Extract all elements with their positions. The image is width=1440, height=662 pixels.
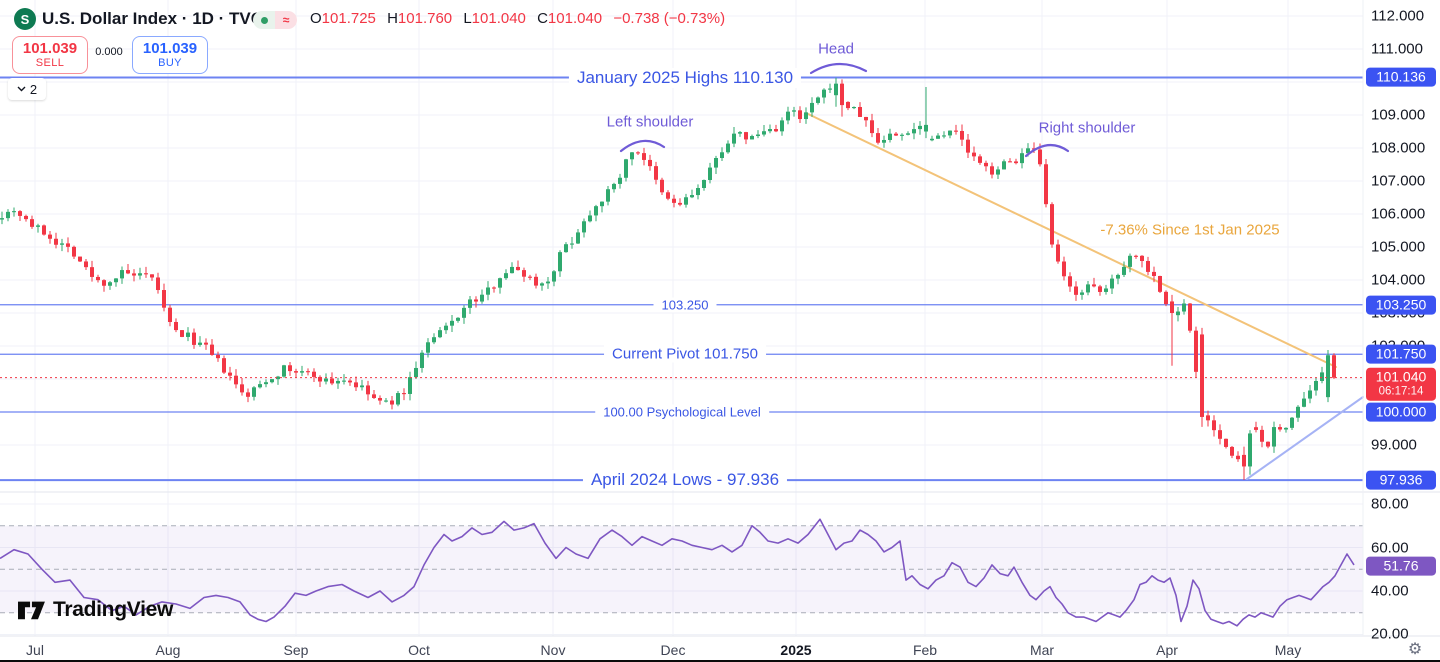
badge-price: 97.936	[1379, 471, 1423, 488]
badge-price: 101.040	[1375, 368, 1427, 385]
price-axis-tick: 20.00	[1371, 625, 1409, 643]
price-axis-tick: 106.000	[1371, 205, 1426, 223]
annotation--7-36-since-1st-jan-2025[interactable]: -7.36% Since 1st Jan 2025	[1100, 221, 1280, 239]
low-label: L	[463, 10, 472, 27]
change-value: −0.738 (−0.73%)	[613, 10, 726, 27]
level-label[interactable]: April 2024 Lows - 97.936	[582, 470, 788, 491]
tradingview-logo-icon	[18, 601, 45, 620]
high-value: 101.760	[397, 10, 453, 27]
chevron-down-icon	[17, 86, 26, 92]
price-axis-badge-97.936: 97.936	[1366, 470, 1436, 490]
price-axis-tick: 80.00	[1371, 495, 1409, 513]
window-bottom-edge	[0, 660, 1440, 662]
symbol-logo-icon: S	[14, 8, 36, 30]
annotation-head[interactable]: Head	[818, 40, 854, 58]
delayed-data-icon: ≈	[275, 11, 297, 29]
timezone-settings-icon[interactable]: ⚙	[1407, 641, 1423, 658]
price-axis-badge-101.040: 101.040 06:17:14	[1366, 367, 1436, 401]
badge-price: 110.136	[1376, 68, 1426, 85]
time-axis-label-Apr: Apr	[1156, 642, 1178, 658]
live-status-icon	[253, 11, 275, 29]
buy-label: BUY	[158, 57, 182, 70]
open-value: 101.725	[321, 10, 376, 27]
price-axis-badge-100.000: 100.000	[1366, 402, 1436, 422]
symbol-title[interactable]: U.S. Dollar Index · 1D · TVC	[42, 9, 264, 28]
time-axis-label-Sep: Sep	[283, 642, 309, 658]
sell-button[interactable]: 101.039 SELL	[12, 36, 88, 74]
sell-label: SELL	[35, 57, 65, 70]
price-axis-tick: 40.00	[1371, 582, 1409, 600]
price-axis-tick: 104.000	[1371, 271, 1426, 289]
price-axis-badge-101.750: 101.750	[1366, 344, 1436, 364]
time-axis-label-Feb: Feb	[912, 642, 938, 658]
annotation-left-shoulder[interactable]: Left shoulder	[606, 113, 694, 131]
price-axis-tick: 107.000	[1371, 172, 1426, 190]
tradingview-watermark: TradingView	[16, 597, 173, 623]
buy-price: 101.039	[142, 40, 198, 58]
badge-price: 101.750	[1375, 345, 1427, 362]
time-axis-label-Jul: Jul	[26, 642, 44, 658]
price-axis-tick: 60.00	[1371, 539, 1409, 557]
sell-price: 101.039	[22, 40, 78, 58]
price-axis-tick: 111.000	[1371, 40, 1423, 58]
price-axis-tick: 109.000	[1371, 106, 1426, 124]
spread-value: 0.000	[95, 46, 123, 58]
tradingview-logo-text: TradingView	[53, 598, 174, 621]
open-label: O	[310, 10, 322, 27]
level-label[interactable]: 103.250	[653, 297, 717, 313]
price-axis-tick: 108.000	[1371, 139, 1426, 157]
ohlc-readout: O101.725 H101.760 L101.040 C101.040 −0.7…	[310, 10, 725, 27]
price-axis-tick: 105.000	[1371, 238, 1426, 256]
price-axis-badge-110.136: 110.136	[1366, 67, 1436, 87]
time-axis-label-Oct: Oct	[408, 642, 430, 658]
time-axis-label-Dec: Dec	[660, 642, 686, 658]
badge-price: 51.76	[1383, 557, 1419, 574]
time-axis-label-2025: 2025	[780, 642, 812, 658]
low-value: 101.040	[471, 10, 526, 27]
time-axis-label-May: May	[1274, 642, 1302, 658]
level-label[interactable]: 100.00 Psychological Level	[595, 404, 769, 420]
market-status-pill: ≈	[253, 11, 297, 29]
buy-button[interactable]: 101.039 BUY	[132, 36, 208, 74]
candles	[0, 77, 1336, 480]
badge-countdown: 06:17:14	[1378, 385, 1424, 398]
close-value: 101.040	[547, 10, 603, 27]
price-axis-tick: 99.000	[1371, 436, 1417, 454]
badge-price: 100.000	[1375, 403, 1427, 420]
objects-count: 2	[29, 81, 38, 97]
level-label[interactable]: Current Pivot 101.750	[604, 345, 766, 363]
time-axis-label-Aug: Aug	[155, 642, 181, 658]
object-tree-collapse-chip[interactable]: 2	[8, 78, 46, 100]
price-axis-badge-103.250: 103.250	[1366, 295, 1436, 315]
high-label: H	[387, 10, 398, 27]
annotation-right-shoulder[interactable]: Right shoulder	[1038, 119, 1136, 137]
time-axis-label-Nov: Nov	[540, 642, 566, 658]
price-axis-tick: 112.000	[1371, 7, 1425, 25]
level-label[interactable]: January 2025 Highs 110.130	[568, 67, 802, 88]
price-axis-badge-51.76: 51.76	[1366, 556, 1436, 576]
time-axis-label-Mar: Mar	[1029, 642, 1055, 658]
badge-price: 103.250	[1375, 296, 1427, 313]
close-label: C	[537, 10, 548, 27]
